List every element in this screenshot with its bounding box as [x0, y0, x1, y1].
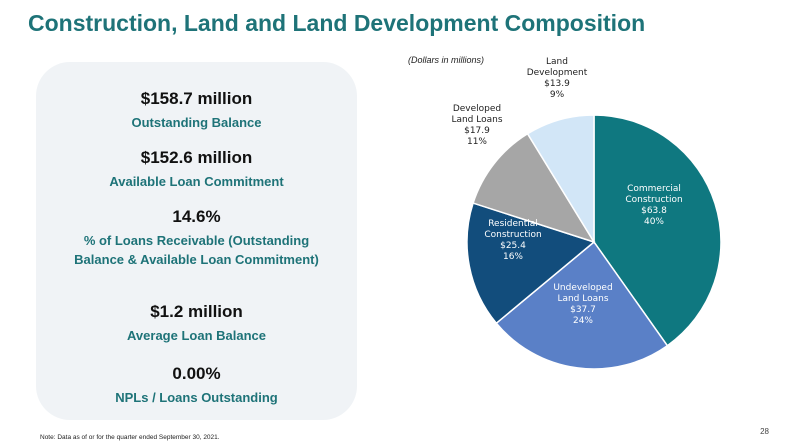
pie-slice-2: [466, 202, 596, 325]
stat-label: Average Loan Balance: [127, 328, 266, 343]
slice-label-line: Land Loans: [451, 115, 502, 125]
stat-label: % of Loans Receivable (Outstanding Balan…: [74, 233, 319, 267]
stat-label: NPLs / Loans Outstanding: [115, 390, 278, 405]
stat-value: $158.7 million: [140, 89, 253, 108]
stat-outstanding-balance: $158.7 million Outstanding Balance: [36, 89, 357, 132]
pie-slice-0: [593, 114, 722, 347]
pie-slice-3: [472, 132, 596, 244]
stat-percent-loans: 14.6% % of Loans Receivable (Outstanding…: [36, 207, 357, 269]
slice-label-line: 11%: [467, 137, 487, 147]
slice-label-line: $17.9: [464, 126, 490, 136]
slice-label-line: Construction: [625, 195, 682, 205]
stat-value: $152.6 million: [140, 148, 253, 167]
stat-label: Outstanding Balance: [131, 115, 262, 130]
stats-panel: $158.7 million Outstanding Balance $152.…: [36, 62, 357, 420]
stat-label: Available Loan Commitment: [109, 174, 284, 189]
slice-label-line: 16%: [503, 252, 523, 262]
stat-available-commitment: $152.6 million Available Loan Commitment: [36, 148, 357, 191]
slice-label-line: Construction: [484, 230, 541, 240]
slice-label-line: Land: [546, 57, 568, 67]
pie-slice-4: [526, 114, 595, 245]
slice-label-line: Undeveloped: [553, 283, 612, 293]
slice-label-line: Development: [527, 68, 588, 78]
footnote: Note: Data as of or for the quarter ende…: [40, 434, 220, 441]
stat-value: 0.00%: [172, 364, 221, 383]
slice-label-line: 24%: [573, 316, 593, 326]
slice-label-line: Residential: [488, 219, 538, 229]
page-title: Construction, Land and Land Development …: [28, 10, 646, 36]
stat-value: $1.2 million: [150, 302, 243, 321]
slice-label-line: 40%: [644, 217, 664, 227]
stat-value: 14.6%: [172, 207, 221, 226]
slice-label-line: 9%: [550, 90, 565, 100]
slice-label-line: $37.7: [570, 305, 596, 315]
pie-slice-1: [495, 240, 669, 370]
page-number: 28: [760, 427, 769, 436]
slice-label-line: Land Loans: [557, 294, 608, 304]
stat-npls: 0.00% NPLs / Loans Outstanding: [36, 364, 357, 407]
units-note: (Dollars in millions): [408, 55, 485, 65]
slice-label-line: $63.8: [641, 206, 667, 216]
slice-label-line: $13.9: [544, 79, 570, 89]
slice-label-line: Commercial: [627, 184, 681, 194]
slice-label-line: $25.4: [500, 241, 526, 251]
stat-average-balance: $1.2 million Average Loan Balance: [36, 302, 357, 345]
slice-label-line: Developed: [453, 104, 501, 114]
